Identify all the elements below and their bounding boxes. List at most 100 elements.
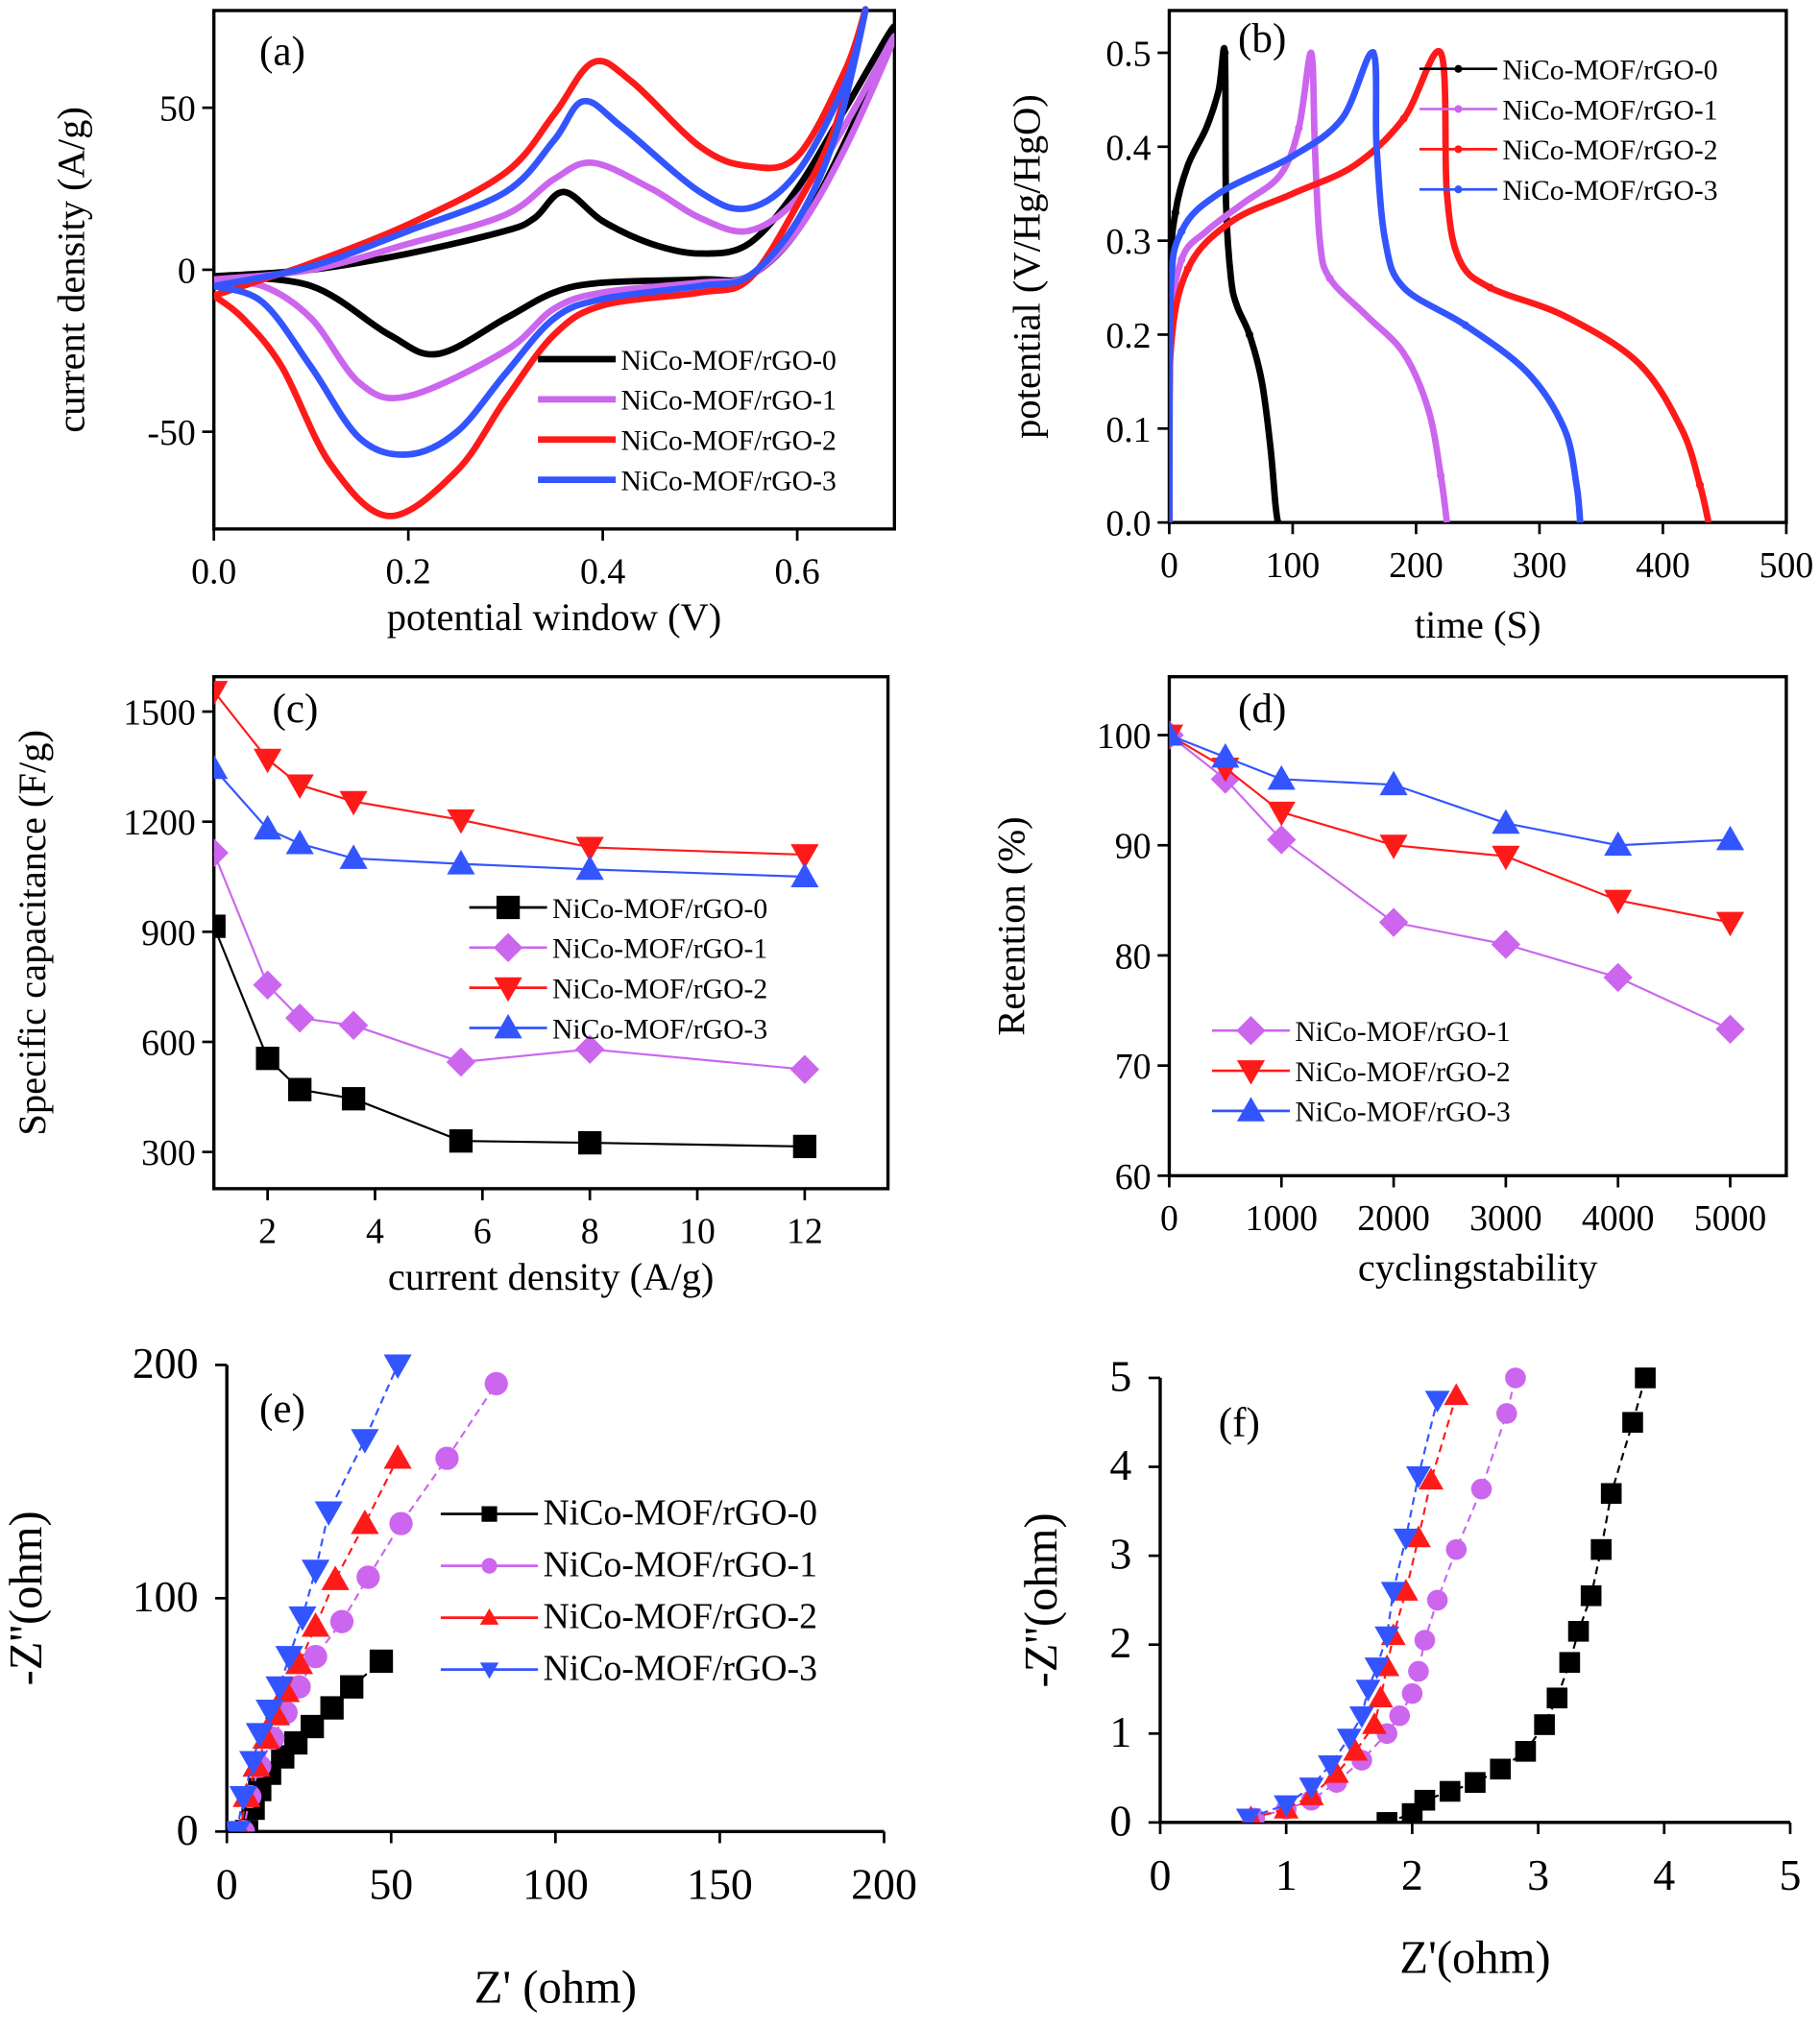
- axes-frame: [212, 675, 890, 1191]
- x-tick-label: 50: [369, 1860, 413, 1909]
- data-point: [288, 1606, 317, 1631]
- x-tick-label: 10: [679, 1212, 716, 1252]
- data-point: [1389, 1704, 1411, 1727]
- legend-marker: [1236, 1016, 1266, 1046]
- data-point: [1348, 1706, 1374, 1728]
- panel-d: 0 1000 2000 3000 4000 5000 60 70 80 90 100 cyclings…: [989, 675, 1788, 1290]
- legend-label: NiCo-MOF/rGO-0: [552, 894, 767, 925]
- data-point: [1603, 962, 1633, 993]
- data-point: [1374, 1626, 1400, 1649]
- legend-label: NiCo-MOF/rGO-1: [1502, 95, 1717, 126]
- data-point: [301, 1714, 325, 1739]
- data-point: [1408, 1660, 1429, 1682]
- legend-label: NiCo-MOF/rGO-1: [544, 1544, 817, 1584]
- legend-marker: [494, 1013, 522, 1039]
- legend-item: NiCo-MOF/rGO-1: [440, 1544, 817, 1584]
- legend-label: NiCo-MOF/rGO-3: [552, 1014, 767, 1045]
- data-point: [1183, 264, 1192, 274]
- legend-item: NiCo-MOF/rGO-1: [1211, 1016, 1511, 1048]
- data-point: [1492, 845, 1520, 871]
- legend-marker: [493, 932, 523, 962]
- data-point: [213, 681, 229, 706]
- data-point: [1492, 809, 1520, 834]
- y-tick-label: 1: [1109, 1707, 1131, 1756]
- data-point: [574, 1034, 605, 1064]
- data-point: [338, 1010, 369, 1040]
- data-point: [1378, 907, 1409, 937]
- series-line: [213, 23, 895, 358]
- legend-item: NiCo-MOF/rGO-3: [538, 466, 837, 496]
- x-tick-label: 2000: [1357, 1198, 1430, 1239]
- panel-label: (e): [259, 1387, 305, 1432]
- data-point: [1622, 1412, 1643, 1434]
- panel-label: (c): [272, 687, 318, 732]
- x-tick-label: 4000: [1582, 1198, 1655, 1239]
- data-point: [339, 844, 368, 869]
- legend: NiCo-MOF/rGO-0 NiCo-MOF/rGO-1 NiCo-MOF/rGO…: [538, 346, 837, 496]
- x-tick-label: 8: [581, 1212, 599, 1252]
- legend-label: NiCo-MOF/rGO-2: [621, 426, 837, 457]
- data-point: [1470, 1478, 1492, 1500]
- x-tick-label: 2: [1401, 1850, 1423, 1899]
- data-point: [1245, 330, 1254, 339]
- data-point: [254, 748, 282, 774]
- x-axis-label: potential window (V): [387, 595, 722, 639]
- x-tick-label: 150: [687, 1860, 753, 1909]
- legend-item: NiCo-MOF/rGO-0: [469, 894, 767, 925]
- x-tick-label: 5000: [1694, 1198, 1767, 1239]
- y-tick-label: 1500: [123, 693, 196, 734]
- y-tick-label: 0.0: [1105, 504, 1151, 544]
- data-point: [351, 1510, 379, 1535]
- series-line: [213, 6, 869, 458]
- x-tick-label: 2: [258, 1212, 277, 1252]
- series-0: [1169, 720, 1745, 1044]
- data-point: [449, 1129, 473, 1153]
- data-point: [351, 1429, 379, 1454]
- data-point: [575, 836, 604, 862]
- panel-e: 0 50 100 150 200 0 100 200 Z' (ohm) -Z''(ohm) (e) N…: [0, 1339, 917, 2014]
- series-line: [1169, 734, 1731, 924]
- data-point: [1426, 1589, 1448, 1611]
- y-tick-label: 100: [133, 1572, 199, 1621]
- legend-marker: [1454, 64, 1463, 73]
- axes-frame: [1167, 9, 1788, 524]
- data-point: [1355, 1680, 1381, 1702]
- data-point: [1379, 834, 1408, 859]
- data-point: [790, 862, 819, 887]
- x-tick-label: 0: [1150, 1850, 1172, 1899]
- y-tick-label: 100: [1097, 716, 1152, 757]
- data-point: [275, 1646, 303, 1671]
- series-3: [227, 1354, 412, 1832]
- legend-marker: [1454, 105, 1463, 113]
- y-tick-label: 70: [1115, 1047, 1152, 1087]
- data-point: [255, 1047, 279, 1071]
- data-point: [285, 774, 314, 800]
- y-axis-label: Specific capacitance (F/g): [11, 730, 54, 1136]
- legend-item: NiCo-MOF/rGO-0: [440, 1492, 817, 1533]
- y-tick-label: 50: [159, 89, 196, 130]
- legend-marker: [479, 1662, 499, 1680]
- x-tick-label: 0.4: [580, 552, 625, 592]
- y-axis-label: -Z''(ohm): [0, 1510, 52, 1685]
- data-point: [1715, 911, 1745, 937]
- series-line: [1169, 49, 1584, 523]
- legend-marker: [494, 977, 522, 1003]
- y-tick-label: 60: [1115, 1157, 1152, 1197]
- legend-label: NiCo-MOF/rGO-2: [552, 974, 767, 1004]
- legend-item: NiCo-MOF/rGO-1: [1419, 95, 1718, 126]
- data-point: [1515, 1741, 1537, 1762]
- data-point: [1298, 1777, 1324, 1800]
- data-point: [1343, 1738, 1369, 1761]
- series-3: [213, 754, 819, 887]
- data-point: [227, 1821, 252, 1832]
- series-line: [1248, 1399, 1439, 1820]
- y-tick-label: 5: [1109, 1351, 1131, 1400]
- y-tick-label: 3: [1109, 1530, 1131, 1579]
- legend-label: NiCo-MOF/rGO-0: [1502, 56, 1717, 86]
- y-tick-label: 0.5: [1105, 34, 1151, 74]
- data-point: [1368, 1685, 1394, 1707]
- legend-label: NiCo-MOF/rGO-1: [1295, 1017, 1510, 1048]
- y-tick-label: 0: [1109, 1796, 1131, 1845]
- panel-b: 0 100 200 300 400 500 0.0 0.1 0.2 0.3 0.4 0.5 time (…: [1005, 9, 1813, 646]
